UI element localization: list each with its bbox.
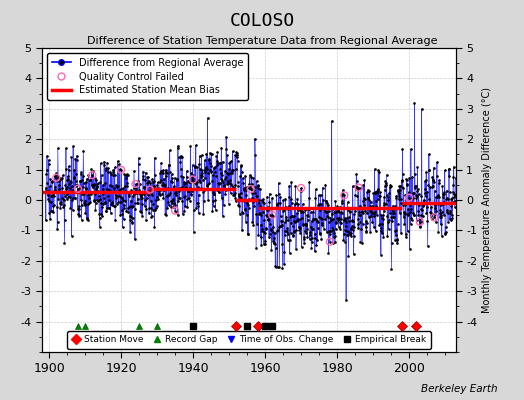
Point xyxy=(146,186,154,193)
Point xyxy=(74,186,82,192)
Point xyxy=(88,172,96,178)
Point xyxy=(405,194,413,201)
Point xyxy=(171,208,179,214)
Text: Difference of Station Temperature Data from Regional Average: Difference of Station Temperature Data f… xyxy=(87,36,437,46)
Point xyxy=(132,181,140,187)
Point xyxy=(326,238,334,245)
Legend: Station Move, Record Gap, Time of Obs. Change, Empirical Break: Station Move, Record Gap, Time of Obs. C… xyxy=(67,331,431,349)
Point xyxy=(268,212,277,218)
Point xyxy=(416,219,424,225)
Point xyxy=(355,184,363,191)
Point xyxy=(246,186,255,192)
Point xyxy=(52,174,60,181)
Point xyxy=(189,176,198,183)
Point xyxy=(430,214,439,220)
Point xyxy=(340,192,348,198)
Text: Berkeley Earth: Berkeley Earth xyxy=(421,384,498,394)
Point xyxy=(297,185,305,191)
Text: COLOSO: COLOSO xyxy=(230,12,294,30)
Y-axis label: Monthly Temperature Anomaly Difference (°C): Monthly Temperature Anomaly Difference (… xyxy=(482,87,492,313)
Point xyxy=(117,166,125,173)
